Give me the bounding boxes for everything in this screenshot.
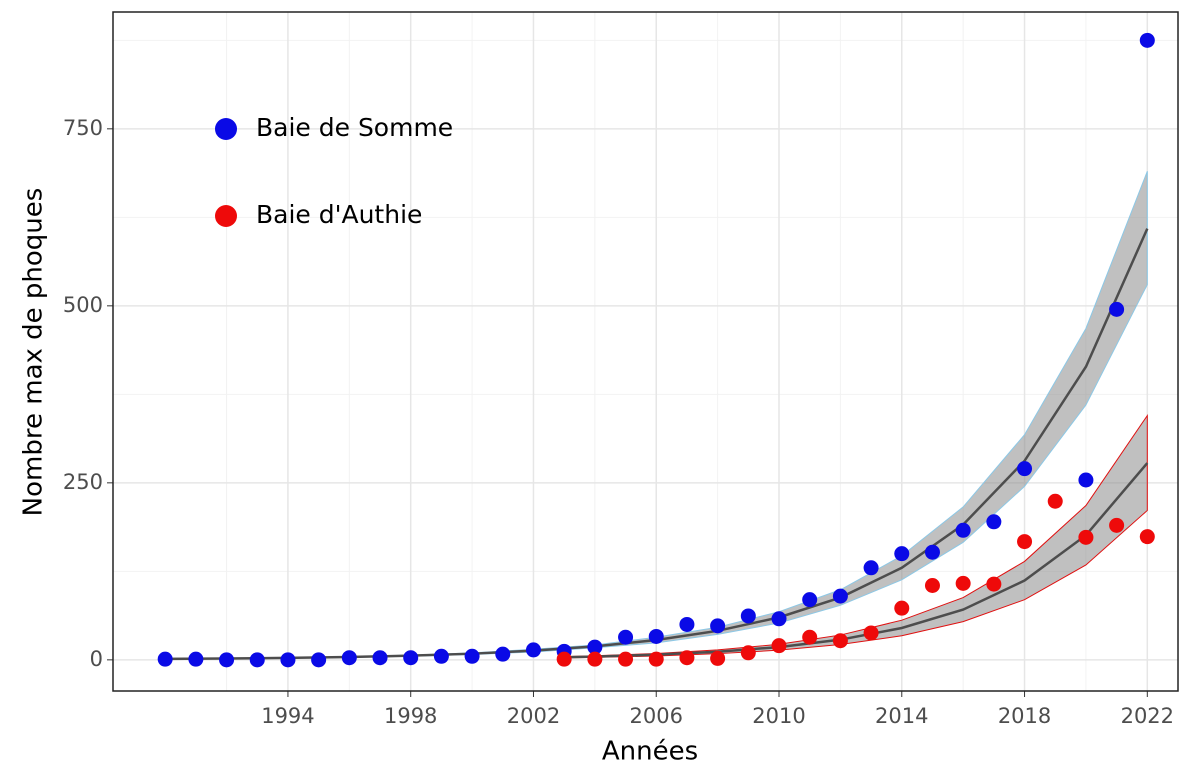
point — [863, 560, 879, 576]
y-tick-label: 250 — [63, 470, 103, 494]
y-axis-title: Nombre max de phoques — [19, 188, 49, 517]
point — [618, 629, 634, 645]
x-tick-label: 2014 — [875, 704, 928, 728]
plot-border — [112, 11, 1179, 692]
legend-label: Baie d'Authie — [256, 200, 422, 229]
x-tick-label: 2006 — [630, 704, 683, 728]
point — [648, 651, 664, 667]
point — [648, 628, 664, 644]
point — [986, 576, 1002, 592]
point — [1139, 529, 1155, 545]
point — [1017, 534, 1033, 550]
point — [219, 652, 235, 668]
point — [955, 575, 971, 591]
point — [740, 645, 756, 661]
point — [372, 650, 388, 666]
point — [802, 629, 818, 645]
point — [740, 608, 756, 624]
point — [249, 652, 265, 668]
point — [710, 650, 726, 666]
point — [311, 652, 327, 668]
point — [1078, 529, 1094, 545]
point — [1109, 301, 1125, 317]
point — [955, 522, 971, 538]
point — [280, 652, 296, 668]
point — [679, 650, 695, 666]
legend-marker — [215, 205, 237, 227]
point — [464, 648, 480, 664]
point — [894, 546, 910, 562]
point — [188, 651, 204, 667]
point — [341, 650, 357, 666]
legend-marker — [215, 118, 237, 140]
point — [986, 514, 1002, 530]
point — [495, 646, 511, 662]
legend-label: Baie de Somme — [256, 113, 453, 142]
point — [1078, 472, 1094, 488]
point — [587, 651, 603, 667]
point — [710, 618, 726, 634]
point — [1047, 493, 1063, 509]
point — [863, 625, 879, 641]
point — [771, 638, 787, 654]
x-axis-title: Années — [602, 737, 698, 767]
point — [1017, 461, 1033, 477]
x-tick-label: 2010 — [752, 704, 805, 728]
point — [924, 544, 940, 560]
point — [771, 611, 787, 627]
point — [433, 648, 449, 664]
point — [924, 578, 940, 594]
point — [403, 650, 419, 666]
y-tick-label: 750 — [63, 116, 103, 140]
x-tick-label: 1998 — [384, 704, 437, 728]
point — [1139, 32, 1155, 48]
confidence-band — [563, 413, 1148, 659]
point — [525, 642, 541, 658]
point — [832, 633, 848, 649]
point — [802, 592, 818, 608]
y-tick-label: 500 — [63, 293, 103, 317]
x-tick-label: 2018 — [998, 704, 1051, 728]
x-tick-label: 2002 — [507, 704, 560, 728]
point — [832, 588, 848, 604]
point — [556, 651, 572, 667]
point — [587, 639, 603, 655]
point — [679, 616, 695, 632]
x-tick-label: 2022 — [1121, 704, 1174, 728]
point — [618, 651, 634, 667]
point — [157, 651, 173, 667]
point — [1109, 517, 1125, 533]
point — [894, 600, 910, 616]
x-tick-label: 1994 — [261, 704, 314, 728]
y-tick-label: 0 — [90, 647, 103, 671]
